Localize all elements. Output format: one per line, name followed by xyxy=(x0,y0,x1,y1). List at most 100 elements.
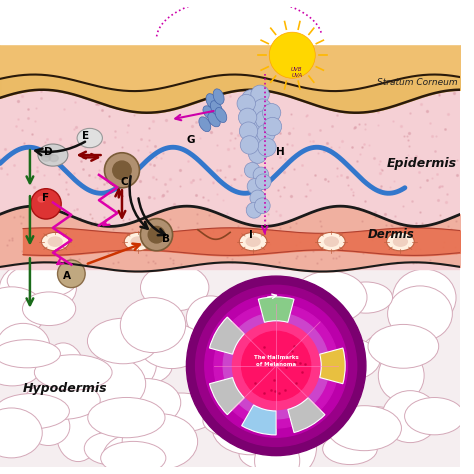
Circle shape xyxy=(31,189,61,219)
Wedge shape xyxy=(288,398,325,433)
Circle shape xyxy=(240,136,259,154)
Bar xyxy=(0,269,460,467)
Wedge shape xyxy=(242,405,276,435)
Ellipse shape xyxy=(22,292,76,326)
Text: D: D xyxy=(44,147,53,157)
Ellipse shape xyxy=(0,393,69,429)
Circle shape xyxy=(248,145,267,164)
Ellipse shape xyxy=(38,197,45,202)
Ellipse shape xyxy=(56,406,100,462)
Ellipse shape xyxy=(325,237,338,246)
Circle shape xyxy=(242,90,260,108)
Circle shape xyxy=(196,285,357,447)
Text: Dermis: Dermis xyxy=(368,228,415,241)
Ellipse shape xyxy=(88,398,165,438)
Ellipse shape xyxy=(103,434,167,474)
Ellipse shape xyxy=(97,319,150,363)
Ellipse shape xyxy=(74,356,146,411)
Ellipse shape xyxy=(210,100,222,116)
Ellipse shape xyxy=(38,144,68,166)
Ellipse shape xyxy=(219,368,261,400)
Text: C: C xyxy=(120,177,128,187)
Ellipse shape xyxy=(44,150,53,156)
Ellipse shape xyxy=(0,340,60,368)
Ellipse shape xyxy=(255,437,300,474)
Ellipse shape xyxy=(0,287,46,338)
Circle shape xyxy=(140,219,173,251)
Text: H: H xyxy=(276,147,285,157)
Circle shape xyxy=(239,122,258,140)
Ellipse shape xyxy=(87,318,159,364)
Ellipse shape xyxy=(7,264,77,298)
Circle shape xyxy=(253,99,272,118)
Ellipse shape xyxy=(264,403,331,439)
Circle shape xyxy=(237,94,255,113)
Ellipse shape xyxy=(139,324,204,369)
Text: G: G xyxy=(187,136,195,146)
Circle shape xyxy=(244,103,262,122)
Ellipse shape xyxy=(49,155,58,162)
Ellipse shape xyxy=(110,424,177,465)
Ellipse shape xyxy=(186,296,235,340)
Ellipse shape xyxy=(387,232,414,251)
Circle shape xyxy=(113,161,131,180)
Ellipse shape xyxy=(378,350,424,401)
Ellipse shape xyxy=(112,379,181,427)
Ellipse shape xyxy=(310,337,380,381)
Ellipse shape xyxy=(392,269,456,327)
Circle shape xyxy=(255,174,271,190)
Ellipse shape xyxy=(380,327,434,365)
Ellipse shape xyxy=(221,390,265,446)
Ellipse shape xyxy=(42,155,51,161)
Wedge shape xyxy=(320,348,345,384)
Ellipse shape xyxy=(0,408,42,458)
Circle shape xyxy=(246,202,262,218)
Ellipse shape xyxy=(208,112,220,127)
Text: Epidermis: Epidermis xyxy=(387,157,457,170)
Ellipse shape xyxy=(382,391,438,443)
Text: A: A xyxy=(63,271,71,281)
Text: F: F xyxy=(43,193,50,203)
Ellipse shape xyxy=(145,393,217,432)
Ellipse shape xyxy=(277,338,322,378)
Wedge shape xyxy=(210,378,244,415)
Text: B: B xyxy=(162,234,170,244)
Ellipse shape xyxy=(84,432,137,465)
Circle shape xyxy=(148,227,165,243)
Ellipse shape xyxy=(0,351,41,386)
Ellipse shape xyxy=(254,303,296,362)
Ellipse shape xyxy=(42,150,51,157)
Ellipse shape xyxy=(203,106,216,120)
Text: E: E xyxy=(82,131,89,141)
Ellipse shape xyxy=(212,402,289,455)
Ellipse shape xyxy=(327,406,401,451)
Circle shape xyxy=(57,260,85,288)
Ellipse shape xyxy=(24,382,100,419)
Ellipse shape xyxy=(276,375,353,407)
Ellipse shape xyxy=(211,304,266,363)
Text: Stratum Corneum: Stratum Corneum xyxy=(377,78,458,87)
Ellipse shape xyxy=(239,232,267,251)
Ellipse shape xyxy=(203,404,268,438)
Circle shape xyxy=(253,167,269,182)
Circle shape xyxy=(247,179,263,194)
Text: I: I xyxy=(249,230,253,240)
Ellipse shape xyxy=(110,336,156,389)
Circle shape xyxy=(247,131,266,150)
Circle shape xyxy=(262,103,281,122)
Circle shape xyxy=(255,198,270,213)
Circle shape xyxy=(223,313,329,419)
Circle shape xyxy=(250,190,265,206)
Circle shape xyxy=(205,294,347,437)
Ellipse shape xyxy=(27,407,70,446)
Ellipse shape xyxy=(0,323,50,367)
Circle shape xyxy=(245,163,260,178)
Circle shape xyxy=(246,118,264,136)
Wedge shape xyxy=(258,297,294,322)
Text: Hypodermis: Hypodermis xyxy=(23,383,108,395)
Circle shape xyxy=(186,276,366,456)
Circle shape xyxy=(263,118,282,136)
Ellipse shape xyxy=(140,264,209,311)
Circle shape xyxy=(214,304,338,428)
Wedge shape xyxy=(210,317,244,354)
